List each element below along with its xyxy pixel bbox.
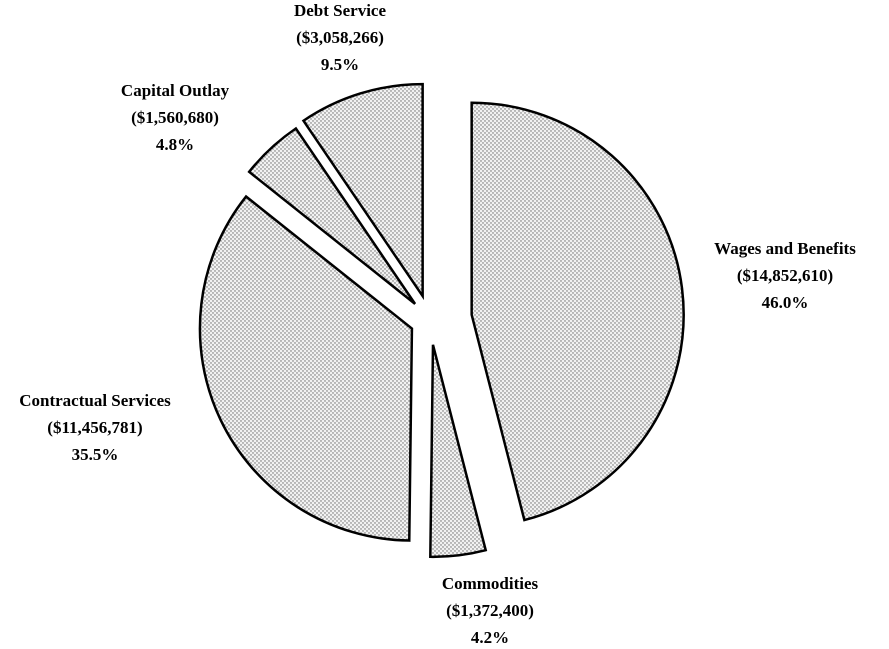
slice-amount: ($1,372,400)	[446, 601, 534, 620]
slice-percent: 35.5%	[72, 445, 119, 464]
slice-label: Wages and Benefits	[714, 239, 856, 258]
slice-percent: 4.8%	[156, 135, 194, 154]
pie-slice	[247, 126, 417, 305]
slice-amount: ($3,058,266)	[296, 28, 384, 47]
slice-label: Contractual Services	[19, 391, 171, 410]
pie-slice	[429, 344, 488, 559]
slice-amount: ($14,852,610)	[737, 266, 833, 285]
slice-amount: ($1,560,680)	[131, 108, 219, 127]
slice-percent: 46.0%	[762, 293, 809, 312]
pie-slice	[301, 82, 424, 301]
slice-percent: 9.5%	[321, 55, 359, 74]
slice-amount: ($11,456,781)	[47, 418, 142, 437]
slice-label: Commodities	[442, 574, 539, 593]
pie-slice	[470, 101, 685, 522]
slice-label: Debt Service	[294, 1, 387, 20]
pie-slice	[198, 194, 414, 542]
slice-percent: 4.2%	[471, 628, 509, 647]
slice-label: Capital Outlay	[121, 81, 230, 100]
